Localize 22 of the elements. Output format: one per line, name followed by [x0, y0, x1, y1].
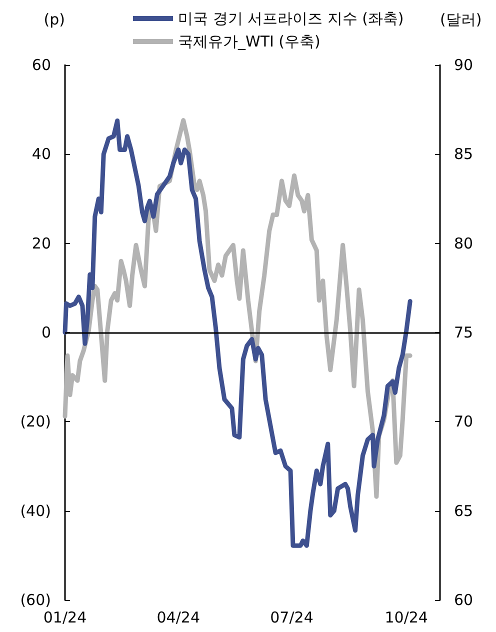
- legend-label: 미국 경기 서프라이즈 지수 (좌축): [178, 10, 404, 28]
- y2-tick-label: 80: [454, 234, 474, 252]
- y-tick-label: (20): [20, 412, 51, 431]
- y-tick-label: (40): [20, 502, 51, 520]
- y-tick-label: (60): [20, 591, 51, 609]
- x-tick-label: 07/24: [270, 608, 314, 626]
- legend-label: 국제유가_WTI (우축): [178, 32, 320, 50]
- y2-tick-label: 65: [454, 502, 474, 520]
- x-tick-label: 01/24: [43, 608, 87, 626]
- y-axis-title: (p): [44, 10, 65, 28]
- x-tick-label: 04/24: [156, 608, 200, 626]
- y2-tick-label: 75: [454, 324, 474, 342]
- y2-tick-label: 60: [454, 591, 474, 609]
- y-tick-label: 0: [41, 324, 51, 342]
- y-tick-label: 40: [32, 145, 51, 164]
- y2-tick-label: 90: [454, 56, 474, 74]
- y2-tick-label: 85: [454, 145, 474, 164]
- y2-axis-title: (달러): [440, 10, 482, 28]
- y2-tick-label: 70: [454, 412, 474, 431]
- y-tick-label: 20: [32, 234, 51, 252]
- y-tick-label: 60: [32, 56, 51, 74]
- x-tick-label: 10/24: [384, 608, 428, 626]
